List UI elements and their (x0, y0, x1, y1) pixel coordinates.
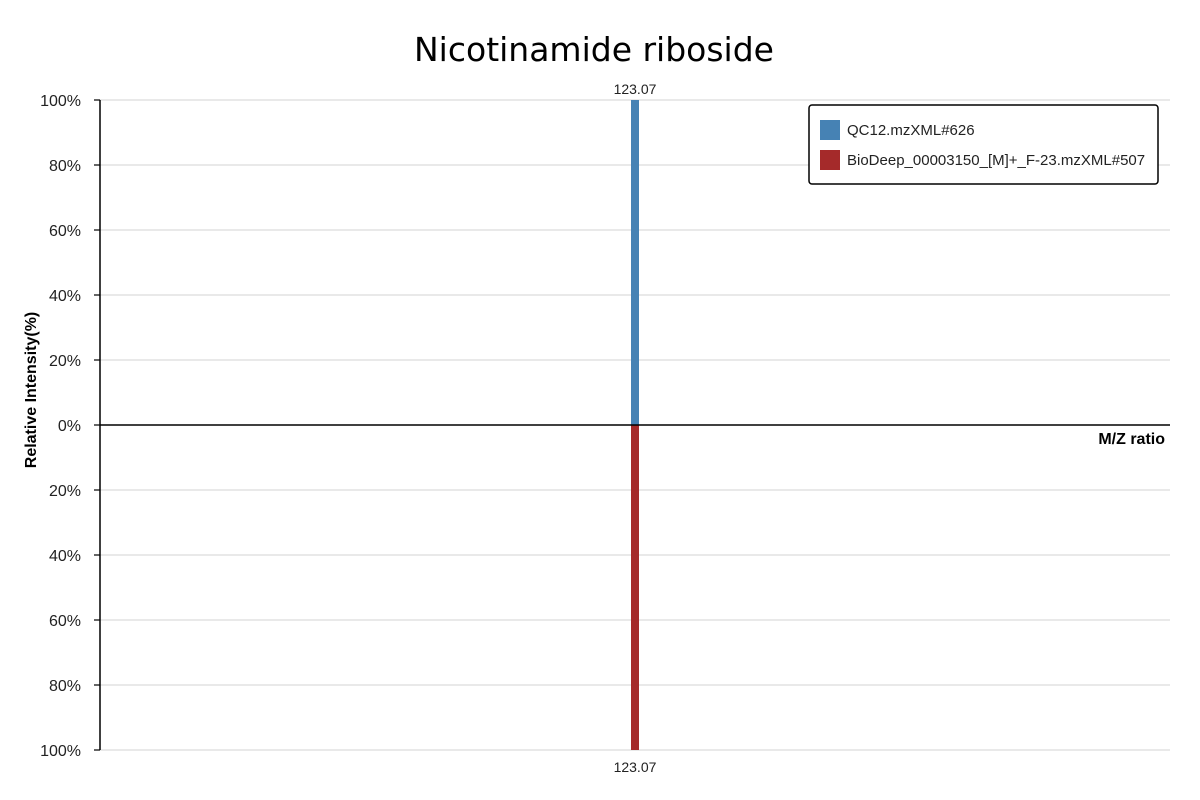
y-tick-label: 60% (49, 223, 81, 240)
y-tick-label: 40% (49, 288, 81, 305)
peak-bar-up (631, 100, 639, 425)
y-tick-label: 40% (49, 548, 81, 565)
y-tick-label: 20% (49, 353, 81, 370)
legend-label: BioDeep_00003150_[M]+_F-23.mzXML#507 (847, 152, 1145, 169)
y-tick-label: 80% (49, 678, 81, 695)
y-tick-label: 100% (40, 743, 81, 760)
peak-label-down: 123.07 (614, 759, 657, 775)
legend-swatch (820, 120, 840, 140)
y-tick-label: 0% (58, 418, 81, 435)
peaks: 123.07 123.07 (614, 81, 657, 775)
peak-label-up: 123.07 (614, 81, 657, 97)
y-tick-label: 100% (40, 93, 81, 110)
legend-label: QC12.mzXML#626 (847, 122, 975, 139)
y-tick-label: 80% (49, 158, 81, 175)
y-axis-title: Relative Intensity(%) (23, 312, 40, 468)
legend-swatch (820, 150, 840, 170)
legend-box (808, 104, 1159, 185)
chart-title: Nicotinamide riboside (414, 30, 774, 69)
legend: QC12.mzXML#626 BioDeep_00003150_[M]+_F-23… (808, 104, 1159, 185)
y-tick-label: 60% (49, 613, 81, 630)
x-axis-title: M/Z ratio (1098, 431, 1165, 448)
y-tick-label: 20% (49, 483, 81, 500)
y-axis-ticks: 0% 20% 40% 60% 80% 100% 20% 40% 60% 80% 100% (40, 93, 100, 760)
peak-bar-down (631, 425, 639, 750)
legend-items: QC12.mzXML#626 BioDeep_00003150_[M]+_F-23… (820, 120, 1145, 170)
